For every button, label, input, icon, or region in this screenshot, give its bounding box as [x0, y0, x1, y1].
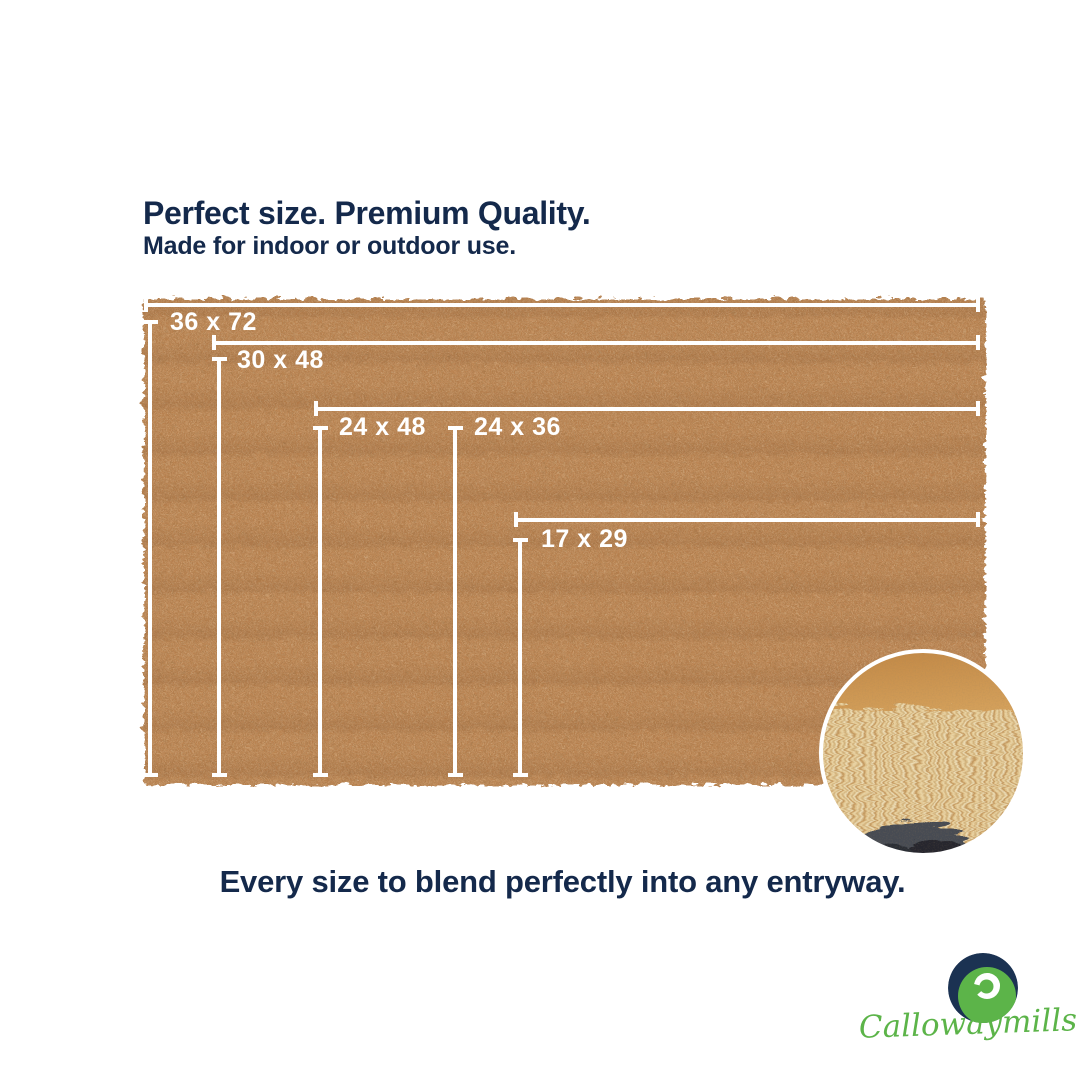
dimension-line-24x36-height	[447, 426, 463, 777]
page-subtitle: Made for indoor or outdoor use.	[143, 232, 516, 260]
dimension-line-36x72-width	[144, 297, 980, 312]
size-label-36x72: 36 x 72	[170, 308, 257, 336]
dimension-line-30x48-width	[212, 335, 980, 350]
swirl-icon	[948, 953, 1018, 1023]
dimension-line-24-width	[314, 401, 980, 416]
tagline: Every size to blend perfectly into any e…	[219, 864, 906, 899]
dimension-line-17x29-height	[512, 538, 528, 777]
dimension-line-36x72-height	[142, 320, 158, 777]
size-label-24x48: 24 x 48	[339, 413, 426, 441]
page-title: Perfect size. Premium Quality.	[143, 195, 591, 231]
doormat-image	[142, 297, 983, 783]
dimension-line-24x48-height	[312, 426, 328, 777]
dimension-line-17x29-width	[514, 512, 980, 527]
texture-closeup-inset	[819, 649, 1027, 857]
brand-name: Callowaymills	[858, 1002, 1078, 1046]
size-label-17x29: 17 x 29	[541, 525, 628, 553]
coir-texture-image	[821, 651, 1025, 855]
size-label-30x48: 30 x 48	[237, 346, 324, 374]
dimension-line-30x48-height	[211, 357, 227, 777]
size-label-24x36: 24 x 36	[474, 413, 561, 441]
